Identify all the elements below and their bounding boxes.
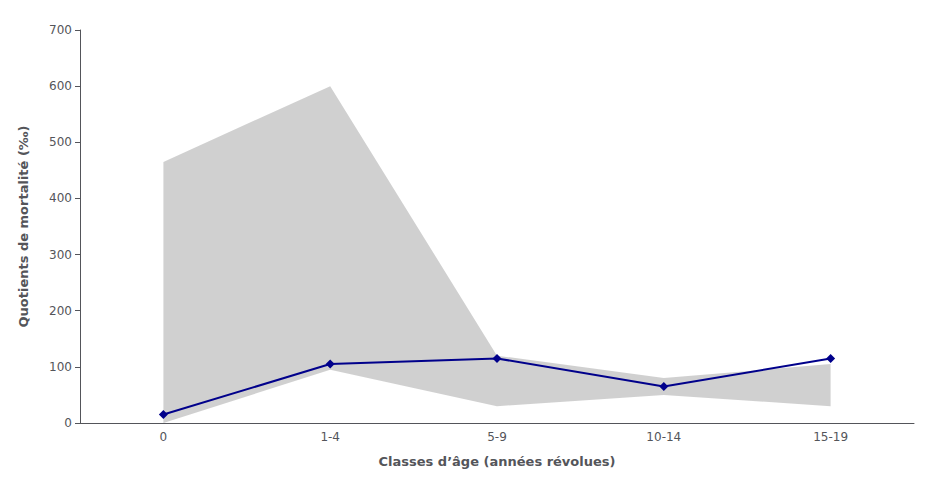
svg-text:700: 700 xyxy=(49,23,72,37)
svg-text:300: 300 xyxy=(49,248,72,262)
svg-text:500: 500 xyxy=(49,135,72,149)
svg-text:100: 100 xyxy=(49,360,72,374)
svg-text:Classes d’âge (années révolues: Classes d’âge (années révolues) xyxy=(379,454,616,469)
svg-text:10-14: 10-14 xyxy=(646,430,681,444)
svg-text:600: 600 xyxy=(49,79,72,93)
svg-text:0: 0 xyxy=(64,416,72,430)
svg-text:1-4: 1-4 xyxy=(320,430,340,444)
svg-text:5-9: 5-9 xyxy=(487,430,507,444)
svg-text:400: 400 xyxy=(49,191,72,205)
svg-text:0: 0 xyxy=(160,430,168,444)
svg-text:15-19: 15-19 xyxy=(813,430,848,444)
svg-text:200: 200 xyxy=(49,304,72,318)
svg-text:Quotients de mortalité (‰): Quotients de mortalité (‰) xyxy=(16,125,31,327)
